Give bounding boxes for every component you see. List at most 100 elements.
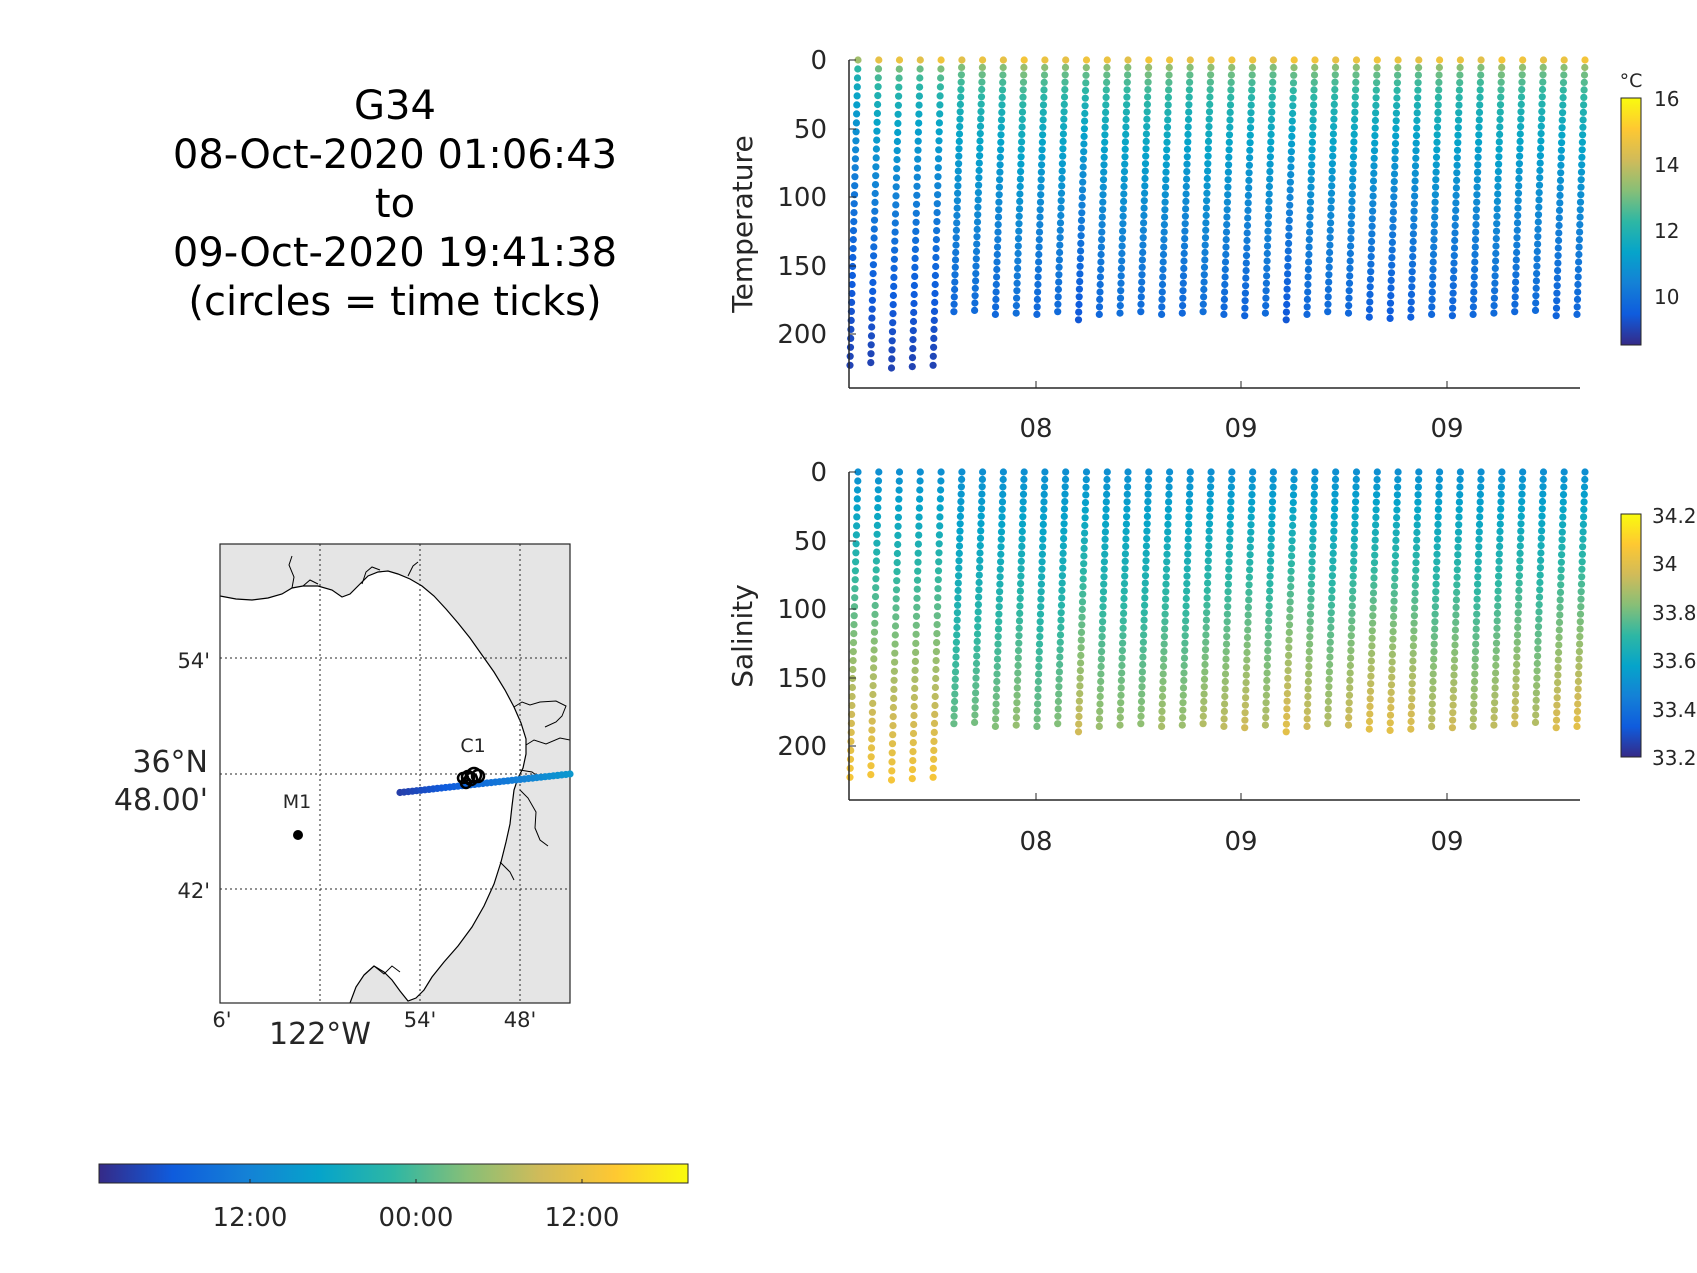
salinity-data-point [1035,640,1044,648]
temperature-data-point [1035,228,1044,236]
temperature-data-point [913,164,922,172]
temperature-data-point [1372,101,1380,109]
temperature-data-point [1366,298,1374,306]
temperature-data-point [1138,271,1146,279]
salinity-data-point [1158,692,1167,701]
salinity-data-point [976,556,984,565]
salinity-data-point [1307,588,1315,596]
temperature-data-point [1308,153,1316,161]
salinity-data-point [850,630,858,638]
salinity-data-point [1120,587,1128,595]
temperature-data-point [1226,108,1234,116]
salinity-data-point [1014,661,1022,670]
salinity-data-point [1056,660,1064,669]
salinity-data-point [1455,513,1463,521]
temperature-data-point [846,352,854,360]
salinity-data-point [1033,707,1041,716]
salinity-data-point [1368,642,1376,650]
temperature-data-point [1123,93,1131,101]
salinity-data-point [1330,512,1338,521]
salinity-data-point [1473,588,1481,596]
salinity-data-point [1412,544,1421,552]
salinity-data-point [1041,468,1049,476]
temperature-data-point [1267,130,1275,138]
temperature-data-point [1392,132,1400,140]
salinity-data-point [910,720,918,729]
temperature-data-point [1432,161,1440,169]
salinity-data-point [911,657,920,666]
temperature-data-point [973,225,981,233]
temperature-data-point [1017,160,1025,168]
temperature-data-point [1183,175,1191,183]
salinity-data-point [1037,595,1045,603]
temperature-data-point [1163,131,1171,139]
temperature-data-point [1120,182,1128,191]
salinity-data-point [1222,655,1230,663]
temperature-data-point [1367,268,1375,276]
salinity-data-point [1120,602,1128,610]
temperature-data-point [1409,237,1417,246]
temperature-data-point [913,182,921,190]
temperature-data-point [1476,93,1484,101]
temperature-data-point [971,299,979,307]
salinity-data-point [1494,587,1502,595]
salinity-data-point [868,708,877,716]
salinity-data-point [1496,535,1504,543]
salinity-data-point [1037,588,1045,596]
temperature-data-point [1515,160,1523,168]
temperature-data-point [1014,249,1022,258]
temperature-data-point [975,181,983,189]
temperature-data-point [874,74,882,82]
temperature-ytick: 50 [794,115,827,145]
salinity-data-point [1020,475,1028,483]
temperature-data-point [957,78,965,86]
temperature-data-point [955,145,963,153]
salinity-data-point [874,504,882,512]
temperature-data-point [1242,259,1250,267]
salinity-data-point [1140,631,1148,639]
temperature-data-point [1328,174,1336,183]
salinity-data-point [1328,572,1336,580]
salinity-data-point [1408,672,1417,680]
salinity-data-point [914,567,922,575]
salinity-data-point [873,539,881,547]
salinity-data-point [1221,700,1229,708]
temperature-data-point [1019,101,1027,109]
salinity-data-point [1123,505,1131,513]
salinity-data-point [1429,662,1438,671]
temperature-data-point [1267,123,1275,131]
salinity-data-point [1389,628,1397,636]
salinity-data-point [1310,505,1318,513]
temperature-data-point [1246,131,1254,139]
salinity-data-point [1474,580,1482,588]
temperature-data-point [1471,265,1479,274]
salinity-data-point [1227,498,1235,506]
temperature-data-point [977,100,985,108]
temperature-data-point [1559,79,1568,87]
temperature-data-point [1038,153,1046,161]
temperature-data-point [1037,191,1045,199]
temperature-data-point [1386,299,1395,307]
temperature-data-point [1205,130,1213,138]
salinity-data-point [1183,572,1191,580]
temperature-data-point [1202,211,1210,220]
salinity-data-point [929,764,937,772]
temperature-data-point [1311,56,1319,64]
salinity-data-point [1578,573,1586,581]
salinity-data-point [1143,527,1151,535]
temperature-data-point [1184,115,1193,124]
salinity-data-point [1578,565,1586,573]
salinity-data-point [1428,700,1436,708]
salinity-data-point [935,540,943,548]
temperature-data-point [848,298,856,306]
salinity-data-point [1018,527,1026,536]
salinity-data-point [1352,468,1361,476]
salinity-data-point [1019,513,1027,521]
temperature-data-point [1041,56,1049,64]
temperature-data-point [977,115,985,123]
salinity-data-point [1538,505,1546,513]
temperature-data-point [1019,86,1027,94]
salinity-data-point [892,595,900,603]
salinity-data-point [957,498,965,506]
salinity-data-point [1289,491,1298,499]
